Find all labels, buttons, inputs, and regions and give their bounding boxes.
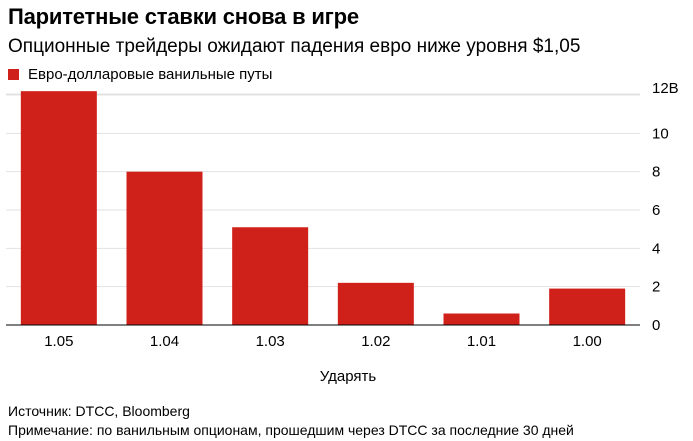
bar bbox=[126, 171, 203, 325]
legend: Евро-долларовые ванильные путы bbox=[8, 66, 272, 83]
y-tick-label: 2 bbox=[652, 279, 660, 296]
chart-subtitle: Опционные трейдеры ожидают падения евро … bbox=[8, 36, 581, 57]
bar bbox=[337, 282, 414, 325]
x-tick-label: 1.03 bbox=[256, 333, 285, 350]
footnote: Примечание: по ванильным опционам, проше… bbox=[8, 422, 574, 438]
y-tick-label: 6 bbox=[652, 202, 660, 219]
x-tick-label: 1.02 bbox=[361, 333, 390, 350]
y-tick-label: 8 bbox=[652, 164, 660, 181]
y-tick-label: 10 bbox=[652, 125, 669, 142]
x-axis-label: Ударять bbox=[320, 368, 377, 385]
bar bbox=[549, 288, 626, 325]
bar bbox=[443, 313, 520, 325]
y-tick-label: 0 bbox=[652, 317, 660, 334]
y-tick-label: 4 bbox=[652, 240, 660, 257]
x-tick-label: 1.01 bbox=[467, 333, 496, 350]
x-tick-label: 1.00 bbox=[573, 333, 602, 350]
legend-swatch bbox=[8, 69, 19, 80]
chart-title: Паритетные ставки снова в игре bbox=[8, 4, 359, 29]
bar bbox=[20, 91, 97, 326]
bar bbox=[232, 227, 309, 325]
x-tick-label: 1.05 bbox=[44, 333, 73, 350]
y-tick-label: 12B bbox=[652, 80, 679, 97]
x-tick-label: 1.04 bbox=[150, 333, 179, 350]
source-note: Источник: DTCC, Bloomberg bbox=[8, 403, 190, 419]
legend-label: Евро-долларовые ванильные путы bbox=[28, 66, 273, 83]
